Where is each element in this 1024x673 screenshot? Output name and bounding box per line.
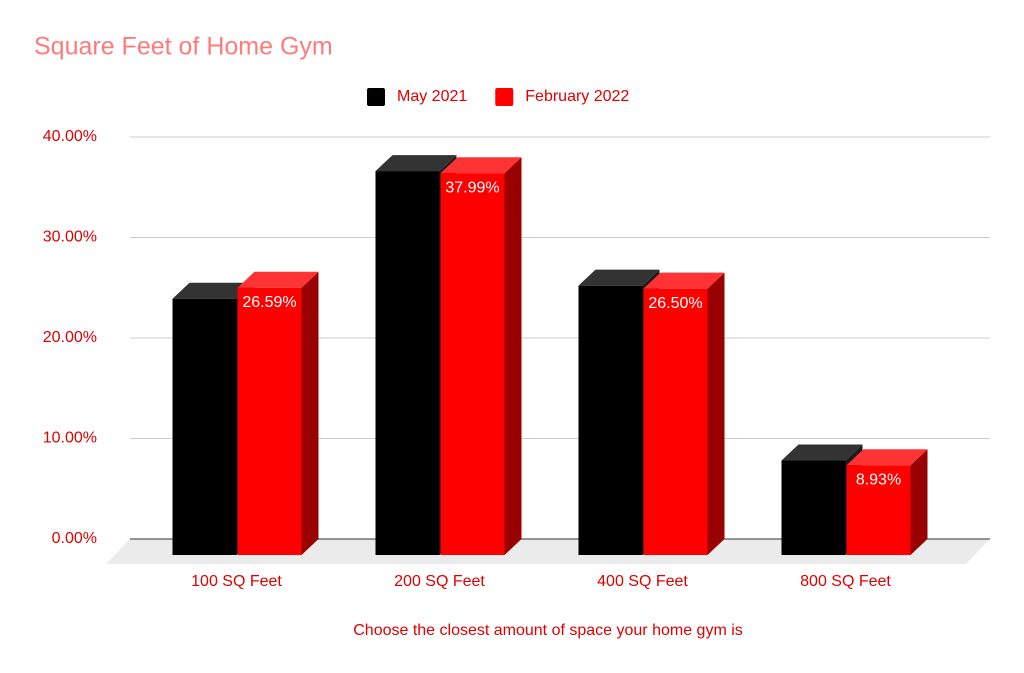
bar bbox=[375, 171, 440, 555]
x-tick-label: 100 SQ Feet bbox=[191, 573, 282, 590]
bar-top bbox=[578, 269, 660, 286]
bar-top bbox=[643, 272, 725, 289]
bar-side bbox=[707, 272, 725, 555]
bar bbox=[172, 298, 237, 555]
bar bbox=[440, 173, 505, 555]
data-label: 26.59% bbox=[242, 294, 296, 311]
floor bbox=[106, 539, 990, 564]
bar bbox=[237, 287, 302, 555]
bar-top bbox=[375, 155, 457, 172]
x-tick-label: 400 SQ Feet bbox=[597, 573, 688, 590]
x-axis-title: Choose the closest amount of space your … bbox=[353, 622, 743, 639]
legend-swatch bbox=[367, 88, 385, 106]
bar-side bbox=[504, 157, 522, 555]
legend-label: May 2021 bbox=[397, 88, 467, 105]
data-label: 37.99% bbox=[445, 179, 499, 196]
bar-top bbox=[440, 157, 522, 174]
data-label: 8.93% bbox=[856, 471, 901, 488]
bar bbox=[846, 465, 911, 555]
y-tick-label: 40.00% bbox=[43, 128, 97, 145]
legend-label: February 2022 bbox=[525, 88, 629, 105]
bar-side bbox=[301, 271, 319, 555]
data-label: 26.50% bbox=[648, 295, 702, 312]
bar bbox=[781, 460, 846, 555]
y-tick-label: 30.00% bbox=[43, 229, 97, 246]
y-tick-label: 20.00% bbox=[43, 329, 97, 346]
legend-swatch bbox=[495, 88, 514, 106]
y-tick-label: 0.00% bbox=[52, 530, 97, 547]
chart-title: Square Feet of Home Gym bbox=[34, 33, 333, 61]
y-tick-label: 10.00% bbox=[43, 430, 97, 447]
bar bbox=[578, 285, 643, 555]
bar-top bbox=[846, 449, 928, 466]
bar-top bbox=[781, 444, 863, 461]
bar-top bbox=[172, 282, 254, 299]
bar-top bbox=[237, 271, 319, 288]
x-tick-label: 200 SQ Feet bbox=[394, 573, 485, 590]
bar bbox=[643, 288, 708, 555]
bar-side bbox=[910, 449, 928, 555]
x-tick-label: 800 SQ Feet bbox=[800, 573, 891, 590]
